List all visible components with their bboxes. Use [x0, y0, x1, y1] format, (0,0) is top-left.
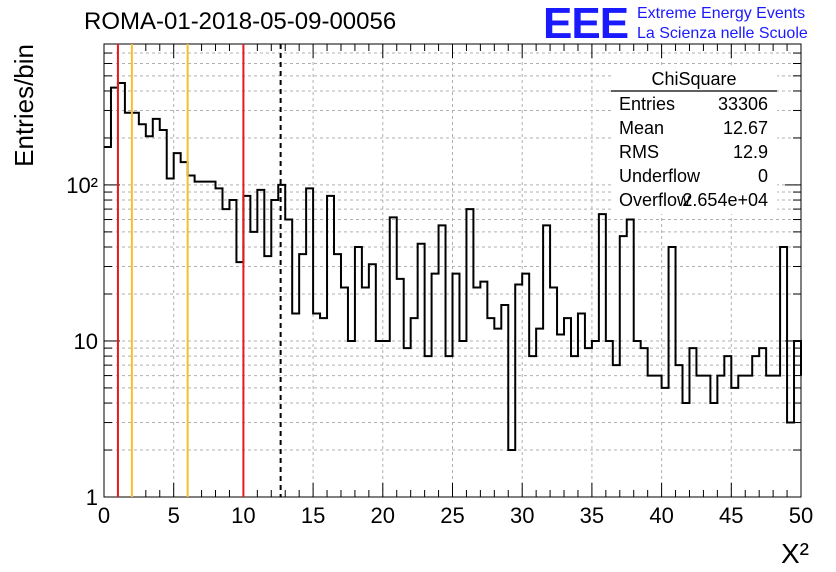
stats-value: 2.654e+04 [682, 190, 768, 210]
x-tick-label: 0 [98, 503, 110, 528]
stats-value: 33306 [718, 94, 768, 114]
x-tick-label: 20 [371, 503, 395, 528]
y-tick-label: 1 [86, 485, 98, 510]
x-tick-label: 10 [231, 503, 255, 528]
x-tick-label: 25 [440, 503, 464, 528]
chart-title: ROMA-01-2018-05-09-00056 [84, 8, 397, 35]
stats-box [611, 68, 777, 214]
x-axis-label: X² [781, 538, 809, 569]
x-tick-label: 30 [510, 503, 534, 528]
stats-title: ChiSquare [651, 69, 736, 89]
logo-line-1: Extreme Energy Events [637, 5, 806, 22]
stats-value: 12.67 [723, 118, 768, 138]
y-tick-label: 10 [74, 329, 98, 354]
stats-label: Entries [619, 94, 675, 114]
x-tick-label: 40 [649, 503, 673, 528]
x-tick-label: 35 [580, 503, 604, 528]
stats-label: RMS [619, 142, 659, 162]
x-tick-label: 45 [719, 503, 743, 528]
x-tick-label: 15 [301, 503, 325, 528]
stats-value: 12.9 [733, 142, 768, 162]
stats-value: 0 [758, 166, 768, 186]
stats-label: Underflow [619, 166, 701, 186]
stats-label: Mean [619, 118, 664, 138]
x-tick-label: 50 [789, 503, 813, 528]
histogram-series [104, 81, 802, 452]
stats-label: Overflow [619, 190, 691, 210]
eee-logo: EEE [543, 0, 629, 48]
logo-line-2: La Scienza nelle Scuole [637, 25, 808, 42]
x-tick-label: 5 [168, 503, 180, 528]
y-tick-label: 10² [66, 173, 98, 198]
y-axis-label: Entries/bin [9, 44, 39, 167]
